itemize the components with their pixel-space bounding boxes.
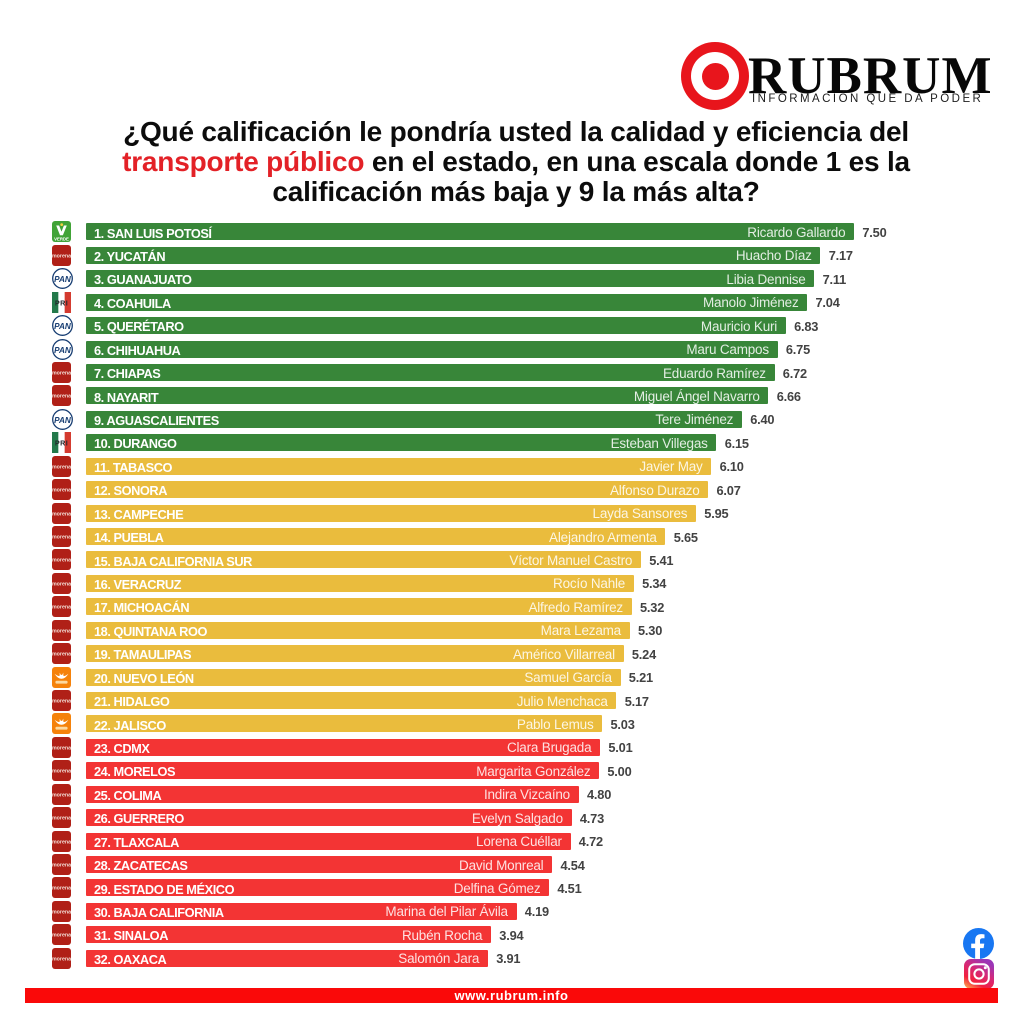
svg-text:morena: morena: [52, 370, 71, 376]
svg-text:PAN: PAN: [54, 416, 72, 425]
svg-text:PAN: PAN: [54, 346, 72, 355]
svg-text:morena: morena: [52, 628, 71, 634]
svg-text:PAN: PAN: [54, 322, 72, 331]
svg-text:morena: morena: [52, 745, 71, 751]
svg-text:morena: morena: [52, 394, 71, 400]
svg-text:PRI: PRI: [55, 439, 68, 448]
svg-text:morena: morena: [52, 909, 71, 915]
svg-text:morena: morena: [52, 933, 71, 939]
svg-text:morena: morena: [52, 253, 71, 259]
svg-text:morena: morena: [52, 511, 71, 517]
svg-text:morena: morena: [52, 487, 71, 493]
svg-text:morena: morena: [52, 839, 71, 845]
svg-text:morena: morena: [52, 605, 71, 611]
svg-text:morena: morena: [52, 558, 71, 564]
svg-text:morena: morena: [52, 581, 71, 587]
svg-text:morena: morena: [52, 815, 71, 821]
svg-text:VERDE: VERDE: [54, 237, 69, 242]
svg-text:PRI: PRI: [55, 298, 68, 307]
svg-text:morena: morena: [52, 698, 71, 704]
svg-text:morena: morena: [52, 651, 71, 657]
svg-text:morena: morena: [52, 862, 71, 868]
svg-text:morena: morena: [52, 792, 71, 798]
svg-text:PAN: PAN: [54, 275, 72, 284]
svg-text:morena: morena: [52, 464, 71, 470]
svg-text:morena: morena: [52, 956, 71, 962]
svg-text:morena: morena: [52, 769, 71, 775]
svg-text:morena: morena: [52, 534, 71, 540]
svg-text:morena: morena: [52, 886, 71, 892]
